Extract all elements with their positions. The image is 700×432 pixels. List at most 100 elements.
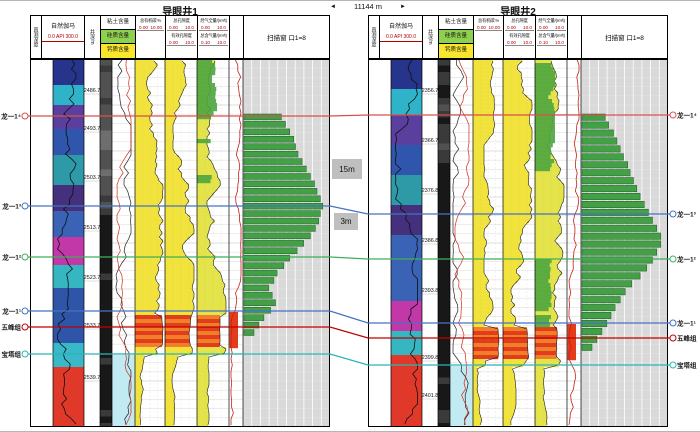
scan-window-bar	[581, 161, 628, 169]
scan-window-bar	[581, 153, 624, 161]
hydrocarbon-gas-label: 烃气全量/(m³/t)	[200, 18, 227, 23]
scan-window-bar	[243, 173, 311, 180]
scan-window-bar	[243, 158, 303, 165]
hydrocarbon-gas-scale: 0.00 10.0	[199, 25, 228, 31]
depth-label: 2539.7	[84, 375, 101, 381]
formation-marker-icon	[21, 202, 29, 210]
scan-window-bar	[243, 329, 255, 336]
scan-window-bar	[243, 128, 290, 136]
effective-porosity-min: 0.00	[507, 40, 516, 45]
header-depth-cell: 井深/m	[85, 16, 101, 58]
effective-porosity-label: 有效孔隙度	[509, 33, 530, 38]
silica-content-label: 硅质含量	[101, 30, 135, 44]
scan-window-bar	[243, 225, 316, 232]
scan-window-bar	[581, 304, 616, 312]
right-arrow-icon: ►	[400, 3, 406, 10]
effective-porosity-scale: 0.00 10.0	[167, 40, 196, 46]
scan-window-bar	[243, 202, 324, 210]
gamma-header-box: 自然伽马 0.0 API 300.0	[42, 21, 84, 42]
scan-window-bar	[243, 195, 321, 202]
scan-window-bar	[581, 145, 621, 153]
well-panel-1: 导眼井1 直测深度 自然伽马 0.0 API 300.0 井深/m 粘土含量 硅…	[30, 3, 330, 430]
depth-label: 井深/m	[427, 29, 433, 45]
depth-axis-vertical-label: 直测深度	[369, 16, 380, 58]
thickness-label-15m: 15m	[332, 159, 362, 179]
scan-window-bar	[243, 180, 315, 188]
formation-marker-icon	[669, 111, 677, 119]
toc-min: 0.00	[139, 25, 148, 30]
toc-scale: 0.00 10.00	[137, 25, 164, 31]
scan-window-bar	[581, 169, 631, 177]
log-tracks-svg: 2486.7 2493.7 2503.7 2513.7 2523.7 2533.7 2539…	[30, 58, 330, 430]
formation-label-left: 龙一1²	[1, 252, 22, 261]
scan-window-bar	[581, 248, 657, 256]
depth-label: 井深/m	[89, 29, 95, 45]
header-scan-window-cell: 扫描窗 口1=8	[244, 16, 329, 58]
formation-label-left: 五峰组	[2, 322, 22, 331]
header-gas-cell: 烃气全量/(m³/t) 0.00 10.0 总含气量/(m³/t) 0.10 1…	[198, 16, 230, 58]
scan-window-bar	[581, 272, 641, 280]
scan-window-bar	[243, 165, 307, 173]
formation-marker-icon	[21, 307, 29, 315]
hydrocarbon-gas-label: 烃气全量/(m³/t)	[538, 18, 565, 23]
scan-window-bar	[243, 269, 278, 277]
gamma-label: 自然伽马	[388, 24, 413, 30]
total-gas-min: 0.10	[201, 40, 210, 45]
total-porosity-label: 总孔隙度	[173, 18, 190, 23]
header-scan-window-cell: 扫描窗 口1=8	[582, 16, 667, 58]
scan-window-bar	[581, 216, 653, 224]
scan-window-bar	[243, 150, 299, 158]
scan-window-bar	[581, 312, 612, 319]
scan-window-bar	[243, 292, 273, 299]
scan-window-bar	[243, 240, 305, 247]
log-tracks: 2356.7 2366.7 2376.8 2386.8 2393.8 2399.8 2401…	[368, 58, 668, 430]
formation-label-left: 龙一1¹	[1, 306, 21, 315]
formation-label-right: 龙一1⁴	[676, 110, 697, 119]
scan-window-bar	[581, 201, 645, 208]
clay-content-label: 粘土含量	[101, 16, 135, 30]
total-gas-label: 总含气量/(m³/t)	[538, 33, 565, 38]
depth-label: 2386.8	[422, 238, 439, 244]
effective-porosity-scale: 0.00 10.0	[505, 40, 534, 46]
scan-window-bar	[243, 262, 285, 269]
total-gas-max: 10.0	[217, 40, 226, 45]
scan-window-bar	[243, 232, 311, 240]
clay-content-label: 粘土含量	[439, 16, 473, 30]
scan-window-bar	[581, 185, 638, 193]
formation-label-left: 龙一1³	[1, 201, 22, 210]
scan-window-bar	[243, 136, 295, 143]
total-porosity-scale: 0.00 10.0	[505, 25, 534, 31]
depth-label: 2493.7	[84, 126, 101, 132]
scan-window-bar	[581, 264, 647, 272]
scan-window-bar	[581, 224, 657, 232]
effective-porosity-max: 10.0	[523, 40, 532, 45]
depth-axis-vertical-label: 直测深度	[31, 16, 42, 58]
scan-window-bar	[581, 296, 621, 304]
total-porosity-min: 0.00	[169, 25, 178, 30]
total-gas-min: 0.10	[539, 40, 548, 45]
gamma-scale: 0.0 API 300.0	[42, 34, 84, 42]
scan-window-bar	[243, 254, 290, 262]
header-composition-cell: 粘土含量 硅质含量 钙质含量	[101, 16, 136, 58]
header-gamma-cell: 直测深度 自然伽马 0.0 API 300.0	[31, 16, 85, 58]
effective-porosity-max: 10.0	[185, 40, 194, 45]
scan-window-bar	[243, 210, 321, 217]
formation-marker-icon	[669, 210, 677, 218]
scan-window-bar	[581, 121, 609, 129]
scan-window-bar	[581, 343, 593, 351]
scan-window-bar	[243, 314, 265, 321]
depth-label: 2399.8	[422, 355, 439, 361]
header-spare-cell	[230, 16, 244, 58]
total-porosity-label: 总孔隙度	[511, 18, 528, 23]
hydrocarbon-gas-max: 10.0	[217, 25, 226, 30]
header-gas-cell: 烃气全量/(m³/t) 0.00 10.0 总含气量/(m³/t) 0.10 1…	[536, 16, 568, 58]
scan-window-bar	[581, 327, 603, 335]
formation-marker-icon	[669, 255, 677, 263]
log-header: 直测深度 自然伽马 0.0 API 300.0 井深/m 粘土含量 硅质含量 钙…	[30, 15, 330, 59]
header-composition-cell: 粘土含量 硅质含量 钙质含量	[439, 16, 474, 58]
formation-label-right: 龙一1¹	[676, 318, 696, 327]
log-header: 直测深度 自然伽马 0.0 API 300.0 井深/m 粘土含量 硅质含量 钙…	[368, 15, 668, 59]
hydrocarbon-gas-min: 0.00	[539, 25, 548, 30]
log-tracks: 2486.7 2493.7 2503.7 2513.7 2523.7 2533.7 2539…	[30, 58, 330, 430]
